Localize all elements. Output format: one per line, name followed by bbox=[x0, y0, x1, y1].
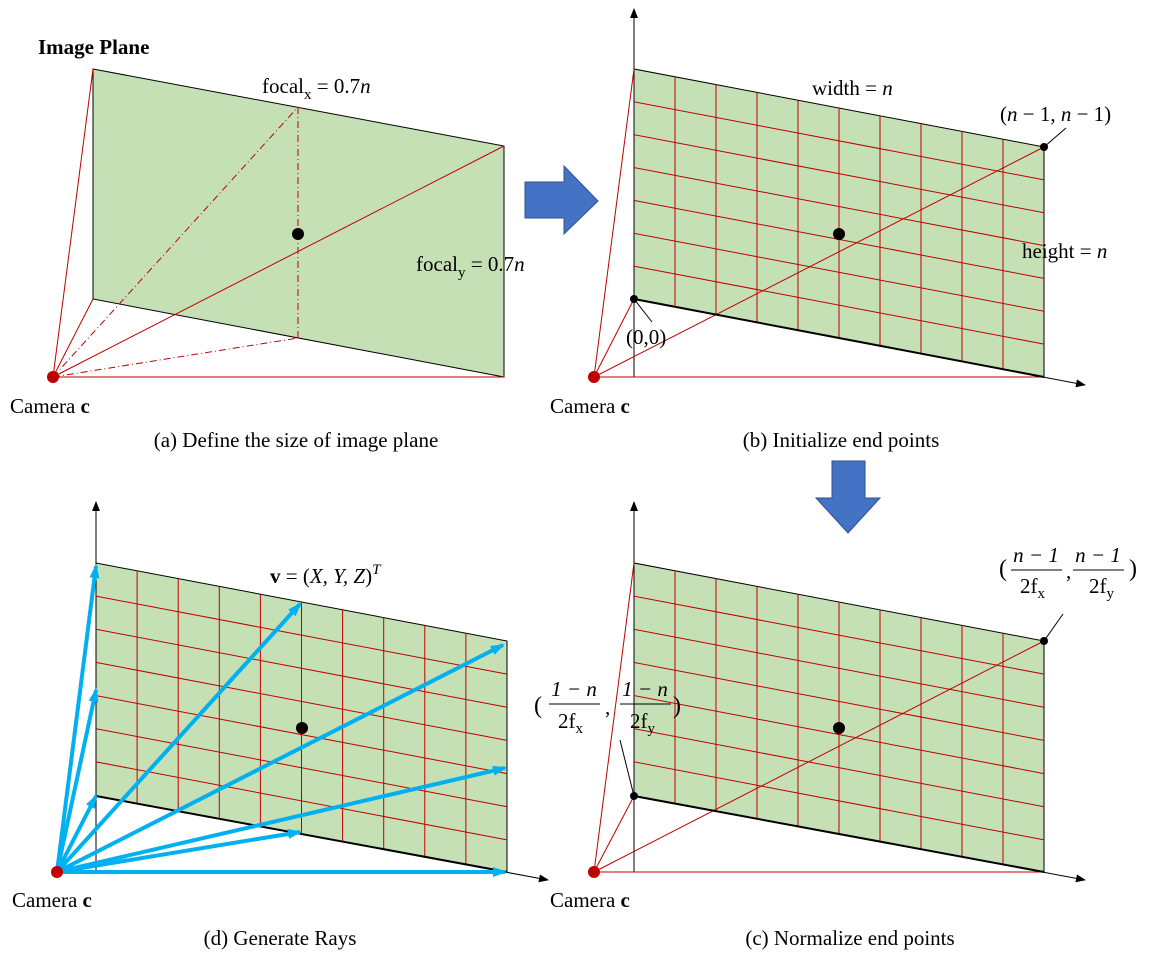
svg-text:2fy: 2fy bbox=[630, 709, 656, 737]
grid-line-horizontal bbox=[633, 265, 1045, 345]
pixel-grid bbox=[633, 570, 1045, 866]
grid-line-horizontal bbox=[633, 761, 1045, 841]
ray bbox=[55, 794, 98, 873]
grid-line-horizontal bbox=[633, 232, 1045, 312]
camera-dot bbox=[588, 866, 600, 878]
camera-label: Camera c bbox=[10, 394, 90, 418]
end-point-leader bbox=[1043, 613, 1064, 642]
camera-dot bbox=[47, 371, 59, 383]
grid-line-horizontal bbox=[633, 595, 1045, 675]
focal-y-label: focaly = 0.7n bbox=[416, 252, 525, 281]
camera-label: Camera c bbox=[12, 888, 92, 912]
plane-center-dot bbox=[833, 722, 845, 734]
grid-line-horizontal bbox=[633, 695, 1045, 775]
svg-text:,: , bbox=[1066, 559, 1071, 583]
start-point-label: ( 1 − n 2fx , 1 − n 2fy ) bbox=[534, 677, 681, 737]
grid-line-horizontal bbox=[633, 134, 1045, 214]
next-step-arrow-down bbox=[814, 460, 882, 534]
plane-center-dot bbox=[833, 228, 845, 240]
rays bbox=[55, 564, 507, 877]
frustum-lines bbox=[593, 68, 1045, 378]
grid-line-horizontal bbox=[95, 695, 508, 775]
grid-line-horizontal bbox=[95, 661, 508, 741]
plane-center-dot bbox=[292, 228, 304, 240]
pixel-grid bbox=[95, 570, 508, 866]
grid-line-horizontal bbox=[95, 761, 508, 841]
ray-vector-label: v = (X, Y, Z)T bbox=[270, 562, 382, 588]
image-plane-title: Image Plane bbox=[38, 35, 149, 59]
grid-line-horizontal bbox=[633, 661, 1045, 741]
svg-text:2fx: 2fx bbox=[1020, 574, 1046, 602]
camera-dot bbox=[51, 866, 63, 878]
end-point-label: (n − 1, n − 1) bbox=[1000, 102, 1111, 126]
grid-line-horizontal bbox=[633, 167, 1045, 247]
caption-c: (c) Normalize end points bbox=[745, 926, 954, 950]
focal-x-label: focalx = 0.7n bbox=[262, 74, 371, 103]
camera-label: Camera c bbox=[550, 888, 630, 912]
plane-bottom-edge bbox=[633, 298, 1045, 378]
caption-a: (a) Define the size of image plane bbox=[154, 428, 439, 452]
svg-text:,: , bbox=[605, 695, 610, 719]
width-label: width = n bbox=[812, 76, 893, 100]
svg-text:2fx: 2fx bbox=[558, 709, 584, 737]
frustum-lines bbox=[52, 68, 505, 378]
plane-center-dot bbox=[296, 722, 308, 734]
origin-label: (0,0) bbox=[626, 325, 666, 349]
ray bbox=[55, 564, 100, 873]
svg-text:1 − n: 1 − n bbox=[622, 677, 668, 701]
grid-line-horizontal bbox=[95, 595, 508, 675]
plane-bottom-edge bbox=[633, 795, 1045, 873]
svg-text:): ) bbox=[673, 693, 681, 719]
focal-guide-lines bbox=[52, 106, 299, 378]
svg-text:2fy: 2fy bbox=[1089, 574, 1115, 602]
svg-text:(: ( bbox=[534, 693, 542, 719]
end-point-leader bbox=[1043, 127, 1067, 148]
next-step-arrow-right bbox=[524, 164, 599, 236]
height-label: height = n bbox=[1022, 239, 1107, 263]
svg-text:n − 1: n − 1 bbox=[1013, 543, 1059, 567]
caption-b: (b) Initialize end points bbox=[743, 428, 940, 452]
panel-d: v = (X, Y, Z)T Camera c (d) Generate Ray… bbox=[12, 501, 549, 950]
origin-leader bbox=[633, 298, 653, 323]
ray bbox=[55, 602, 302, 874]
frustum-lines bbox=[593, 562, 1045, 873]
grid-line-horizontal bbox=[95, 628, 508, 708]
panel-b: width = n height = n (n − 1, n − 1) (0,0… bbox=[550, 8, 1111, 452]
ray bbox=[56, 765, 507, 874]
camera-label: Camera c bbox=[550, 394, 630, 418]
grid-line-horizontal bbox=[633, 728, 1045, 808]
end-point-label: ( n − 1 2fx , n − 1 2fy ) bbox=[999, 543, 1137, 602]
panel-c: ( n − 1 2fx , n − 1 2fy ) ( 1 − n 2fx , … bbox=[534, 501, 1137, 950]
ray bbox=[55, 688, 99, 873]
grid-line-horizontal bbox=[95, 728, 508, 808]
ray bbox=[56, 643, 505, 874]
grid-line-horizontal bbox=[633, 101, 1045, 181]
caption-d: (d) Generate Rays bbox=[204, 926, 357, 950]
start-point-leader bbox=[619, 739, 635, 797]
camera-dot bbox=[588, 371, 600, 383]
panel-a: Image Plane focalx = 0.7n focaly = 0.7n … bbox=[10, 35, 525, 452]
grid-line-horizontal bbox=[633, 628, 1045, 708]
svg-text:(: ( bbox=[999, 556, 1007, 582]
svg-text:n − 1: n − 1 bbox=[1075, 543, 1121, 567]
svg-text:1 − n: 1 − n bbox=[551, 677, 597, 701]
pixel-grid bbox=[633, 76, 1045, 370]
ray bbox=[56, 829, 302, 874]
svg-text:): ) bbox=[1129, 556, 1137, 582]
